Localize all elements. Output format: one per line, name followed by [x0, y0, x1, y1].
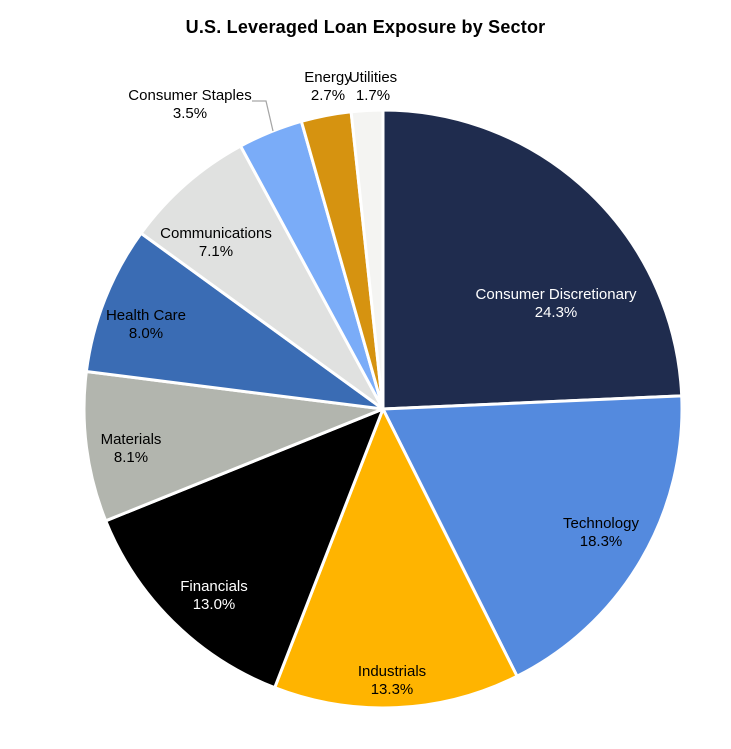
pie-slice-health-care[interactable] — [84, 231, 385, 411]
pie-slice-industrials[interactable] — [273, 407, 519, 710]
pie-slice-technology[interactable] — [381, 394, 684, 678]
pie-slice-communications[interactable] — [139, 144, 385, 411]
pie-slice-utilities[interactable] — [349, 108, 385, 411]
pie-slice-materials[interactable] — [82, 370, 385, 523]
pie-slice-financials[interactable] — [104, 407, 385, 690]
leader-line-consumer-staples — [252, 100, 274, 132]
chart-title: U.S. Leveraged Loan Exposure by Sector — [185, 17, 546, 37]
pie-slice-consumer-discretionary[interactable] — [381, 108, 684, 411]
